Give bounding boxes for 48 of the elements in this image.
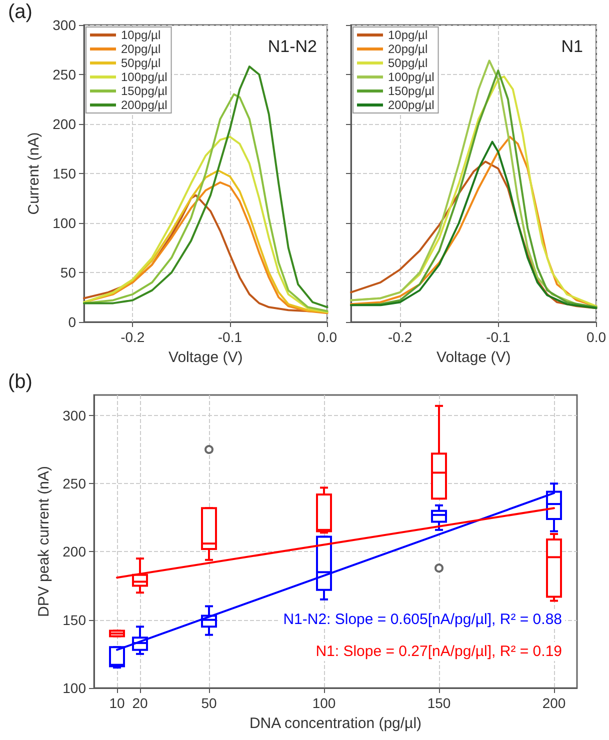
legend-label: 200pg/µl bbox=[388, 98, 434, 112]
legend-label: 20pg/µl bbox=[121, 42, 161, 56]
x-tick-label: -0.1 bbox=[486, 329, 510, 345]
text: N1 bbox=[561, 37, 584, 56]
legend-label: 10pg/µl bbox=[121, 28, 161, 42]
y-tick-label: 250 bbox=[52, 66, 76, 82]
text: N1-N2 bbox=[268, 37, 317, 56]
legend-label: 200pg/µl bbox=[121, 98, 168, 112]
x-tick-label: 20 bbox=[132, 695, 148, 711]
x-tick-label: 0.0 bbox=[586, 329, 606, 345]
text: (a) bbox=[8, 1, 32, 23]
y-tick-label: 250 bbox=[62, 476, 86, 492]
x-tick-label: -0.1 bbox=[218, 329, 242, 345]
legend-label: 20pg/µl bbox=[388, 42, 428, 56]
legend-label: 150pg/µl bbox=[388, 84, 434, 98]
y-tick-label: 0 bbox=[68, 314, 76, 330]
legend-label: 150pg/µl bbox=[121, 84, 168, 98]
x-axis-title: DNA concentration (pg/µl) bbox=[249, 715, 422, 732]
x-tick-label: 50 bbox=[201, 695, 217, 711]
annotation: N1: Slope = 0.27[nA/pg/µl], R² = 0.19 bbox=[316, 643, 562, 660]
y-tick-label: 150 bbox=[52, 166, 76, 182]
legend-label: 50pg/µl bbox=[388, 56, 428, 70]
x-axis-title: Voltage (V) bbox=[168, 349, 243, 366]
x-axis-title: Voltage (V) bbox=[436, 349, 511, 366]
x-tick-label: -0.2 bbox=[120, 329, 145, 345]
legend-label: 100pg/µl bbox=[121, 70, 168, 84]
legend-label: 50pg/µl bbox=[121, 56, 161, 70]
x-tick-label: -0.2 bbox=[388, 329, 412, 345]
y-tick-label: 150 bbox=[62, 612, 86, 628]
legend-label: 100pg/µl bbox=[388, 70, 434, 84]
y-axis-title: DPV peak current (nA) bbox=[36, 466, 53, 617]
y-tick-label: 200 bbox=[52, 116, 76, 132]
x-tick-label: 200 bbox=[542, 695, 566, 711]
annotation: N1-N2: Slope = 0.605[nA/pg/µl], R² = 0.88 bbox=[283, 611, 562, 628]
x-tick-label: 10 bbox=[109, 695, 125, 711]
y-tick-label: 50 bbox=[60, 264, 76, 280]
y-tick-label: 100 bbox=[62, 680, 86, 696]
y-tick-label: 300 bbox=[52, 17, 76, 33]
y-tick-label: 200 bbox=[62, 544, 86, 560]
legend-label: 10pg/µl bbox=[388, 28, 428, 42]
x-tick-label: 100 bbox=[312, 695, 336, 711]
x-tick-label: 0.0 bbox=[318, 329, 338, 345]
y-tick-label: 300 bbox=[62, 407, 86, 424]
y-tick-label: 100 bbox=[52, 215, 76, 231]
text: (b) bbox=[8, 371, 32, 393]
y-axis-title: Current (nA) bbox=[26, 132, 43, 215]
x-tick-label: 150 bbox=[427, 695, 451, 711]
line-series bbox=[83, 136, 328, 314]
